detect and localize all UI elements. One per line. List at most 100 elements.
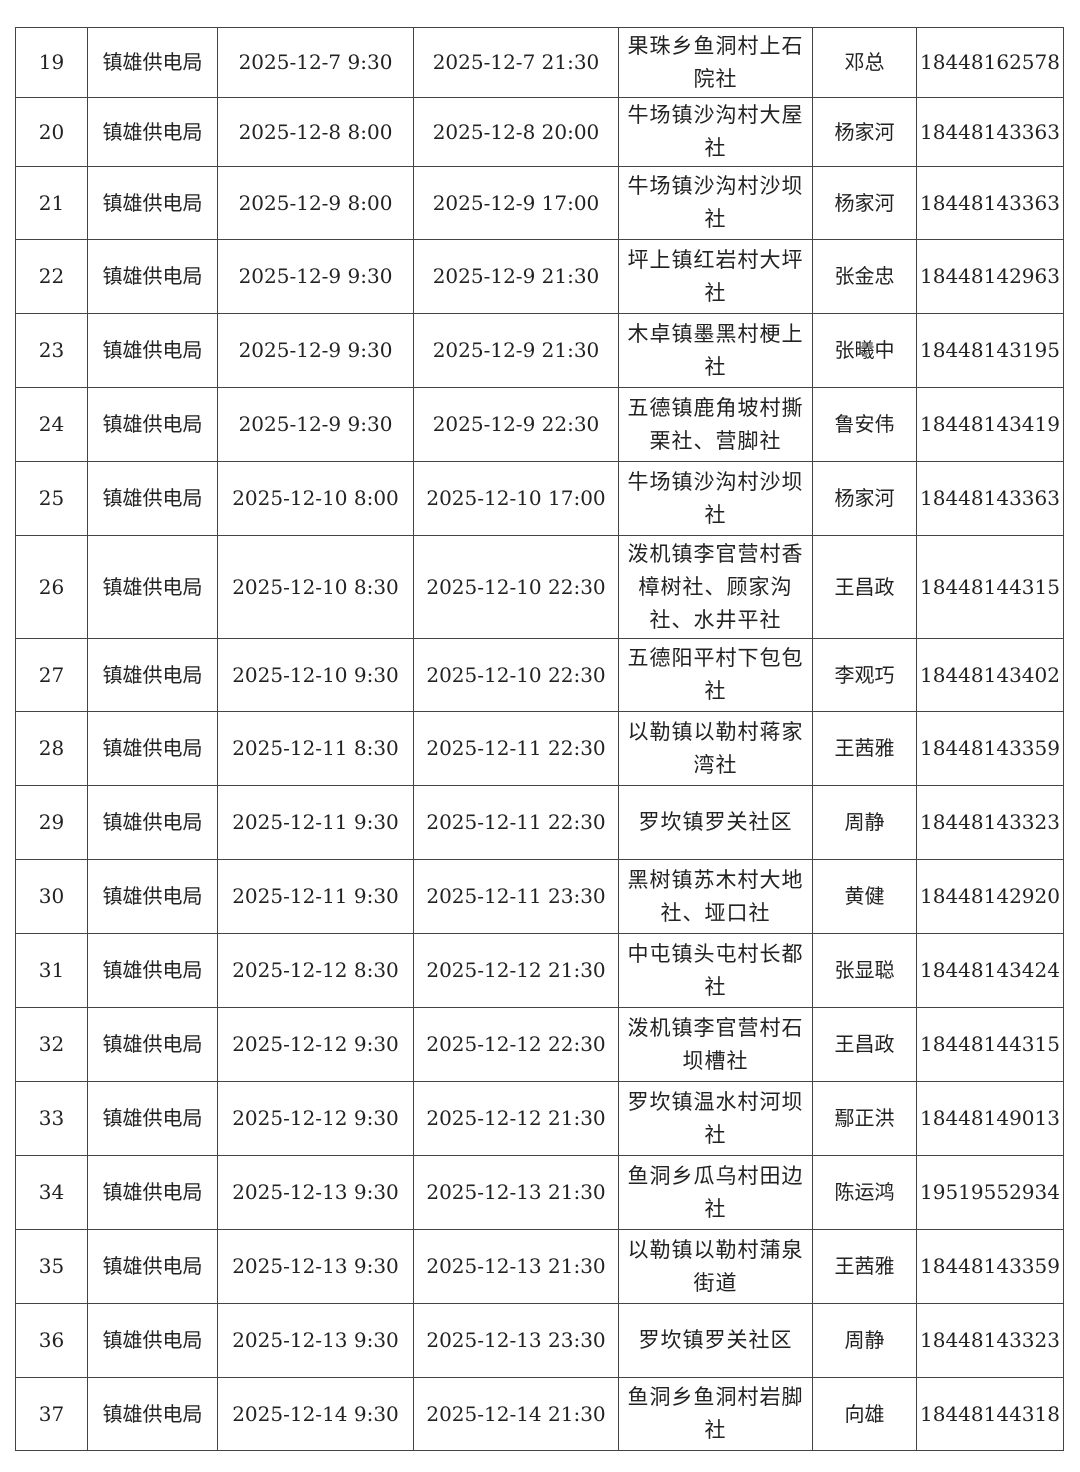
location-cell: 坪上镇红岩村大坪社 <box>618 239 813 314</box>
location-cell: 中屯镇头屯村长都社 <box>618 933 813 1008</box>
location-cell: 牛场镇沙沟村大屋社 <box>618 97 813 167</box>
start-time-cell: 2025-12-10 8:00 <box>217 461 414 536</box>
contact-cell: 鲁安伟 <box>812 387 917 462</box>
phone-cell: 18448143402 <box>916 638 1064 712</box>
unit-cell: 镇雄供电局 <box>87 97 218 167</box>
end-time-cell: 2025-12-9 21:30 <box>413 313 619 388</box>
table-row: 21 镇雄供电局 2025-12-9 8:00 2025-12-9 17:00 牛场镇沙… <box>15 166 1064 240</box>
phone-cell: 19519552934 <box>916 1155 1064 1230</box>
table-row: 20 镇雄供电局 2025-12-8 8:00 2025-12-8 20:00 牛场镇沙… <box>15 97 1064 167</box>
start-time-cell: 2025-12-11 9:30 <box>217 859 414 934</box>
contact-cell: 周静 <box>812 1303 917 1378</box>
start-time-cell: 2025-12-12 9:30 <box>217 1007 414 1082</box>
unit-cell: 镇雄供电局 <box>87 1303 218 1378</box>
end-time-cell: 2025-12-12 21:30 <box>413 933 619 1008</box>
contact-cell: 张金忠 <box>812 239 917 314</box>
phone-cell: 18448162578 <box>916 27 1064 98</box>
unit-cell: 镇雄供电局 <box>87 785 218 860</box>
unit-cell: 镇雄供电局 <box>87 711 218 786</box>
start-time-cell: 2025-12-10 9:30 <box>217 638 414 712</box>
table-row: 26 镇雄供电局 2025-12-10 8:30 2025-12-10 22:30 泼机… <box>15 535 1064 639</box>
unit-cell: 镇雄供电局 <box>87 638 218 712</box>
location-cell: 鱼洞乡瓜乌村田边社 <box>618 1155 813 1230</box>
row-number: 32 <box>15 1007 88 1082</box>
unit-cell: 镇雄供电局 <box>87 933 218 1008</box>
phone-cell: 18448143363 <box>916 166 1064 240</box>
start-time-cell: 2025-12-13 9:30 <box>217 1303 414 1378</box>
contact-cell: 李观巧 <box>812 638 917 712</box>
phone-cell: 18448144318 <box>916 1377 1064 1451</box>
row-number: 28 <box>15 711 88 786</box>
row-number: 22 <box>15 239 88 314</box>
start-time-cell: 2025-12-9 9:30 <box>217 313 414 388</box>
location-cell: 木卓镇墨黑村梗上社 <box>618 313 813 388</box>
contact-cell: 张曦中 <box>812 313 917 388</box>
table-row: 35 镇雄供电局 2025-12-13 9:30 2025-12-13 21:30 以勒… <box>15 1229 1064 1304</box>
table-row: 31 镇雄供电局 2025-12-12 8:30 2025-12-12 21:30 中屯… <box>15 933 1064 1008</box>
end-time-cell: 2025-12-10 17:00 <box>413 461 619 536</box>
row-number: 33 <box>15 1081 88 1156</box>
end-time-cell: 2025-12-11 22:30 <box>413 711 619 786</box>
contact-cell: 王茜雅 <box>812 1229 917 1304</box>
contact-cell: 杨家河 <box>812 97 917 167</box>
table-row: 30 镇雄供电局 2025-12-11 9:30 2025-12-11 23:30 黑树… <box>15 859 1064 934</box>
location-cell: 以勒镇以勒村蒋家湾社 <box>618 711 813 786</box>
phone-cell: 18448143323 <box>916 1303 1064 1378</box>
phone-cell: 18448143424 <box>916 933 1064 1008</box>
phone-cell: 18448143323 <box>916 785 1064 860</box>
end-time-cell: 2025-12-14 21:30 <box>413 1377 619 1451</box>
row-number: 31 <box>15 933 88 1008</box>
start-time-cell: 2025-12-9 9:30 <box>217 239 414 314</box>
table-row: 37 镇雄供电局 2025-12-14 9:30 2025-12-14 21:30 鱼洞… <box>15 1377 1064 1451</box>
start-time-cell: 2025-12-8 8:00 <box>217 97 414 167</box>
row-number: 30 <box>15 859 88 934</box>
start-time-cell: 2025-12-13 9:30 <box>217 1155 414 1230</box>
unit-cell: 镇雄供电局 <box>87 239 218 314</box>
phone-cell: 18448143359 <box>916 1229 1064 1304</box>
row-number: 24 <box>15 387 88 462</box>
table-row: 34 镇雄供电局 2025-12-13 9:30 2025-12-13 21:30 鱼洞… <box>15 1155 1064 1230</box>
location-cell: 黑树镇苏木村大地社、垭口社 <box>618 859 813 934</box>
start-time-cell: 2025-12-12 9:30 <box>217 1081 414 1156</box>
unit-cell: 镇雄供电局 <box>87 27 218 98</box>
contact-cell: 向雄 <box>812 1377 917 1451</box>
start-time-cell: 2025-12-10 8:30 <box>217 535 414 639</box>
start-time-cell: 2025-12-9 9:30 <box>217 387 414 462</box>
unit-cell: 镇雄供电局 <box>87 1229 218 1304</box>
unit-cell: 镇雄供电局 <box>87 1155 218 1230</box>
phone-cell: 18448142963 <box>916 239 1064 314</box>
location-cell: 罗坎镇罗关社区 <box>618 1303 813 1378</box>
table-row: 27 镇雄供电局 2025-12-10 9:30 2025-12-10 22:30 五德… <box>15 638 1064 712</box>
row-number: 37 <box>15 1377 88 1451</box>
location-cell: 罗坎镇温水村河坝社 <box>618 1081 813 1156</box>
row-number: 34 <box>15 1155 88 1230</box>
start-time-cell: 2025-12-11 8:30 <box>217 711 414 786</box>
row-number: 36 <box>15 1303 88 1378</box>
outage-schedule-table: 19 镇雄供电局 2025-12-7 9:30 2025-12-7 21:30 果珠乡鱼… <box>15 27 1064 1451</box>
row-number: 25 <box>15 461 88 536</box>
unit-cell: 镇雄供电局 <box>87 535 218 639</box>
contact-cell: 杨家河 <box>812 166 917 240</box>
table-row: 28 镇雄供电局 2025-12-11 8:30 2025-12-11 22:30 以勒… <box>15 711 1064 786</box>
table-row: 19 镇雄供电局 2025-12-7 9:30 2025-12-7 21:30 果珠乡鱼… <box>15 27 1064 98</box>
table-row: 24 镇雄供电局 2025-12-9 9:30 2025-12-9 22:30 五德镇鹿… <box>15 387 1064 462</box>
contact-cell: 王昌政 <box>812 535 917 639</box>
phone-cell: 18448143363 <box>916 97 1064 167</box>
location-cell: 泼机镇李官营村石坝槽社 <box>618 1007 813 1082</box>
location-cell: 鱼洞乡鱼洞村岩脚社 <box>618 1377 813 1451</box>
end-time-cell: 2025-12-10 22:30 <box>413 535 619 639</box>
row-number: 35 <box>15 1229 88 1304</box>
end-time-cell: 2025-12-11 23:30 <box>413 859 619 934</box>
table-row: 36 镇雄供电局 2025-12-13 9:30 2025-12-13 23:30 罗坎… <box>15 1303 1064 1378</box>
table-row: 25 镇雄供电局 2025-12-10 8:00 2025-12-10 17:00 牛场… <box>15 461 1064 536</box>
location-cell: 果珠乡鱼洞村上石院社 <box>618 27 813 98</box>
unit-cell: 镇雄供电局 <box>87 461 218 536</box>
contact-cell: 鄢正洪 <box>812 1081 917 1156</box>
contact-cell: 王昌政 <box>812 1007 917 1082</box>
location-cell: 牛场镇沙沟村沙坝社 <box>618 461 813 536</box>
phone-cell: 18448144315 <box>916 1007 1064 1082</box>
table-row: 29 镇雄供电局 2025-12-11 9:30 2025-12-11 22:30 罗坎… <box>15 785 1064 860</box>
end-time-cell: 2025-12-13 21:30 <box>413 1229 619 1304</box>
start-time-cell: 2025-12-12 8:30 <box>217 933 414 1008</box>
row-number: 23 <box>15 313 88 388</box>
